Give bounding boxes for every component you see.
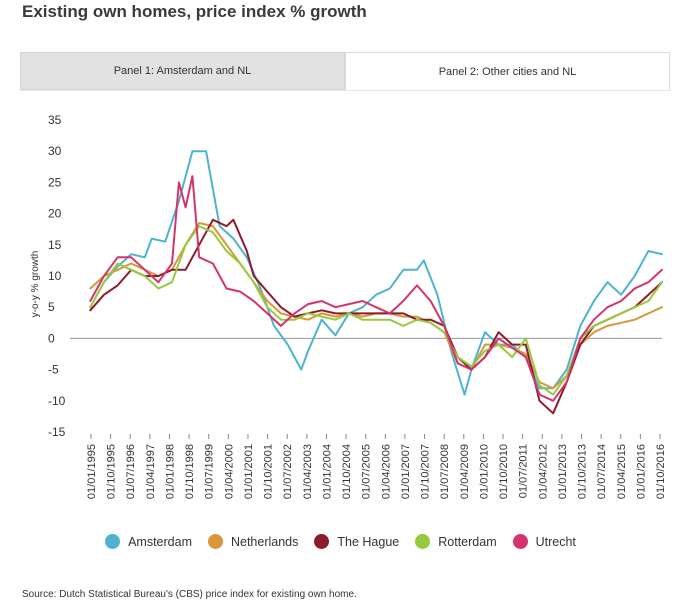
x-tick-label: 01/01/1995 bbox=[86, 444, 98, 499]
x-tick-label: 01/07/2014 bbox=[596, 444, 608, 499]
series-line-rotterdam bbox=[89, 225, 663, 396]
y-tick-label: 30 bbox=[48, 144, 62, 158]
legend-item: The Hague bbox=[314, 534, 399, 549]
x-tick-label: 01/10/2004 bbox=[341, 444, 353, 499]
legend-item: Rotterdam bbox=[415, 534, 497, 549]
legend-swatch bbox=[415, 534, 431, 549]
x-tick-label: 01/07/2005 bbox=[361, 444, 373, 499]
series-line-utrecht bbox=[89, 175, 663, 402]
x-tick-label: 01/07/2002 bbox=[282, 444, 294, 499]
source-note: Source: Dutch Statistical Bureau's (CBS)… bbox=[22, 589, 357, 600]
tab-divider bbox=[20, 90, 670, 91]
legend-label: Utrecht bbox=[535, 534, 576, 549]
x-tick-label: 01/01/2001 bbox=[243, 444, 255, 499]
y-tick-label: -10 bbox=[48, 394, 66, 408]
x-tick-label: 01/10/2010 bbox=[498, 444, 510, 499]
legend-label: Netherlands bbox=[230, 534, 299, 549]
legend-item: Amsterdam bbox=[105, 534, 192, 549]
x-tick-label: 01/07/1996 bbox=[125, 444, 137, 499]
x-tick-label: 01/10/2007 bbox=[420, 444, 432, 499]
series-line-amsterdam bbox=[89, 150, 663, 396]
x-tick-label: 01/04/1997 bbox=[145, 444, 157, 499]
y-tick-label: 35 bbox=[48, 113, 62, 127]
legend-item: Netherlands bbox=[207, 534, 299, 549]
legend-label: Amsterdam bbox=[128, 534, 192, 549]
chart-legend: Amsterdam Netherlands The Hague Rotterdam Ut… bbox=[0, 534, 681, 549]
x-tick-label: 01/04/2012 bbox=[537, 444, 549, 499]
x-tick-label: 01/04/2006 bbox=[380, 444, 392, 499]
x-tick-label: 01/10/1998 bbox=[184, 444, 196, 499]
series-line-the-hague bbox=[89, 218, 663, 415]
legend-swatch bbox=[105, 534, 121, 549]
panel-tabs: Panel 1: Amsterdam and NL Panel 2: Other… bbox=[20, 52, 670, 90]
legend-label: Rotterdam bbox=[438, 534, 497, 549]
y-tick-label: -5 bbox=[48, 363, 59, 377]
x-tick-label: 01/10/2016 bbox=[655, 444, 667, 499]
x-tick-label: 01/04/2003 bbox=[302, 444, 314, 499]
y-tick-label: 5 bbox=[48, 300, 55, 314]
x-tick-label: 01/01/2010 bbox=[478, 444, 490, 499]
y-axis-label: y-o-y % growth bbox=[30, 251, 41, 318]
legend-item: Utrecht bbox=[512, 534, 576, 549]
y-tick-label: 15 bbox=[48, 238, 62, 252]
x-tick-label: 01/07/2011 bbox=[518, 444, 530, 498]
tab-panel-2[interactable]: Panel 2: Other cities and NL bbox=[345, 52, 670, 90]
x-tick-label: 01/04/2015 bbox=[616, 444, 628, 499]
x-tick-label: 01/01/2007 bbox=[400, 444, 412, 499]
x-tick-label: 01/07/2008 bbox=[439, 444, 451, 499]
x-tick-label: 01/01/2016 bbox=[635, 444, 647, 499]
y-tick-label: 20 bbox=[48, 207, 62, 221]
legend-label: The Hague bbox=[337, 534, 400, 549]
tab-panel-1[interactable]: Panel 1: Amsterdam and NL bbox=[20, 52, 345, 90]
x-tick-label: 01/04/2000 bbox=[223, 444, 235, 499]
y-tick-label: 10 bbox=[48, 269, 62, 283]
x-tick-label: 01/10/2001 bbox=[263, 444, 275, 499]
y-tick-label: 25 bbox=[48, 175, 62, 189]
x-tick-label: 01/10/2013 bbox=[577, 444, 589, 499]
legend-swatch bbox=[512, 534, 528, 549]
x-tick-label: 01/10/1995 bbox=[106, 444, 118, 499]
x-tick-label: 01/04/2009 bbox=[459, 444, 471, 499]
legend-swatch bbox=[314, 534, 330, 549]
x-tick-label: 01/01/1998 bbox=[164, 444, 176, 499]
x-tick-label: 01/01/2004 bbox=[321, 444, 333, 499]
legend-swatch bbox=[207, 534, 223, 549]
chart-title: Existing own homes, price index % growth bbox=[22, 2, 367, 21]
y-tick-label: 0 bbox=[48, 331, 55, 345]
x-tick-label: 01/07/1999 bbox=[204, 444, 216, 499]
y-tick-label: -15 bbox=[48, 425, 66, 439]
x-tick-label: 01/01/2013 bbox=[557, 444, 569, 499]
series-line-netherlands bbox=[89, 222, 663, 390]
